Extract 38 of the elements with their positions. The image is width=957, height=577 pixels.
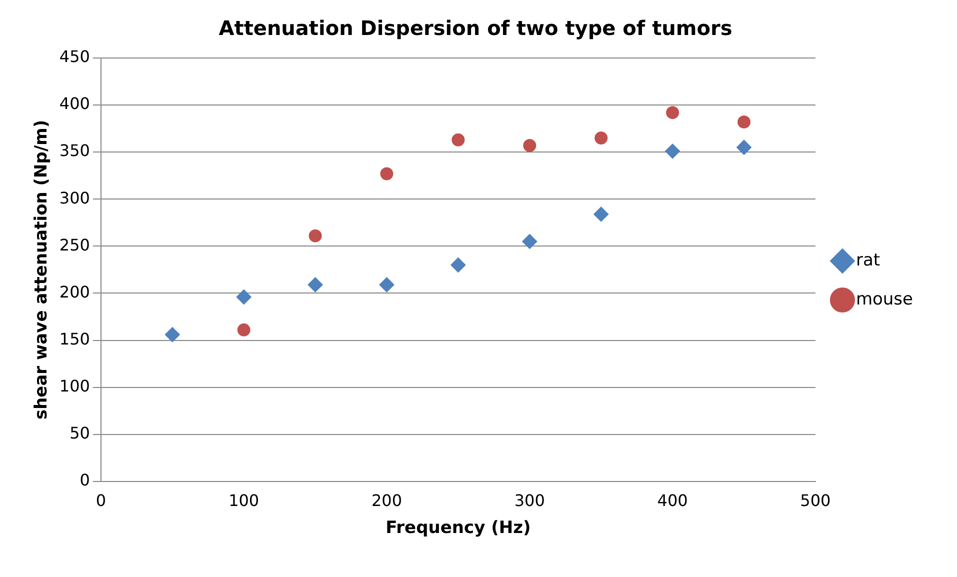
point — [523, 139, 536, 152]
y-tick-label: 50 — [70, 424, 90, 443]
point — [450, 257, 466, 272]
point — [594, 131, 608, 144]
y-axis-title: shear wave attenuation (Np/m) — [32, 120, 52, 420]
x-axis-title: Frequency (Hz) — [386, 518, 531, 538]
y-tick-label: 200 — [59, 282, 90, 302]
x-tick-label: 0 — [96, 491, 106, 510]
point — [164, 327, 180, 342]
point — [308, 277, 323, 292]
y-tick-label: 150 — [59, 329, 90, 348]
y-tick-label: 350 — [59, 141, 90, 160]
point — [522, 234, 538, 249]
x-tick-label: 200 — [371, 491, 402, 510]
point — [738, 115, 750, 128]
y-tick-label: 300 — [59, 188, 90, 208]
x-tick-label: 500 — [800, 491, 831, 510]
y-tick-label: 450 — [59, 47, 90, 66]
point — [666, 106, 680, 120]
legend-label: rat — [856, 250, 880, 270]
point — [308, 229, 322, 242]
y-tick-label: 400 — [59, 94, 90, 114]
x-tick-label: 100 — [228, 491, 260, 510]
point — [594, 206, 609, 222]
point — [236, 289, 252, 304]
point — [379, 277, 394, 292]
point — [380, 167, 394, 180]
y-tick-label: 100 — [59, 376, 90, 396]
y-tick-label: 0 — [80, 470, 90, 490]
point — [665, 144, 680, 159]
x-tick-label: 400 — [657, 491, 688, 510]
chart-title: Attenuation Dispersion of two type of tumors — [218, 16, 732, 40]
y-tick-label: 250 — [59, 235, 90, 254]
point — [237, 323, 250, 336]
point — [736, 140, 752, 155]
point — [452, 133, 465, 146]
x-tick-label: 300 — [514, 491, 545, 510]
legend-label: mouse — [856, 289, 914, 310]
